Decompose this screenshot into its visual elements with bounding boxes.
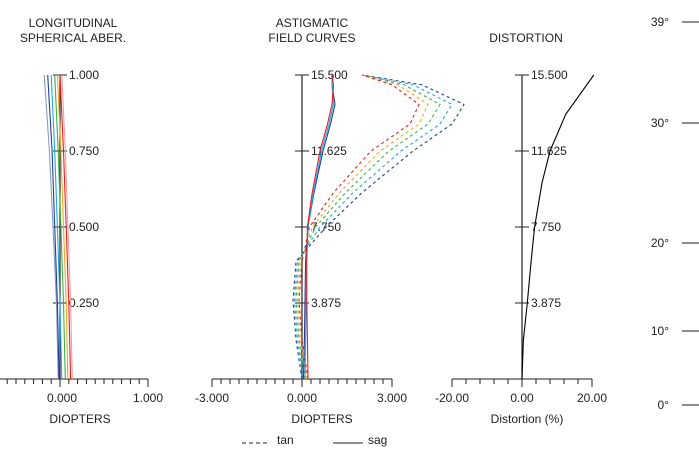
- astig-y-tick-label: 15.500: [311, 68, 348, 82]
- lsa-y-tick-label: 0.500: [69, 220, 99, 234]
- astig-x-tick-label: -3.000: [195, 391, 229, 405]
- lsa-x-tick-label: 1.000: [133, 391, 163, 405]
- astig-x-tick-label: 0.000: [287, 391, 317, 405]
- lsa-xlabel: DIOPTERS: [49, 412, 110, 426]
- lsa-series-1: [47, 74, 60, 380]
- lsa-y-tick-label: 0.250: [69, 296, 99, 310]
- distortion-y-tick-label: 7.750: [531, 220, 561, 234]
- lsa-series-4: [56, 74, 69, 380]
- astig-series-tan-4: [298, 74, 420, 380]
- legend-sag-label: sag: [368, 433, 387, 447]
- legend: tan sag: [242, 433, 387, 447]
- lsa-y-tick-label: 1.000: [69, 68, 99, 82]
- lsa-series-0: [43, 74, 59, 380]
- field-angle-label: 10°: [651, 324, 669, 338]
- astig-x-tick-label: 3.000: [377, 391, 407, 405]
- lsa-series-5: [59, 74, 72, 380]
- distortion-y-tick-label: 3.875: [531, 296, 561, 310]
- distortion-x-tick-label: -20.00: [435, 391, 469, 405]
- distortion-xlabel: Distortion (%): [491, 412, 564, 426]
- field-angle-label: 39°: [651, 15, 669, 29]
- lsa-series-3: [54, 74, 66, 380]
- distortion-title: DISTORTION: [489, 31, 563, 45]
- lsa-series-6: [61, 74, 73, 380]
- lsa-x-tick-label: 0.000: [47, 391, 77, 405]
- field-angle-label: 30°: [651, 116, 669, 130]
- distortion-y-tick-label: 15.500: [531, 68, 568, 82]
- field-angle-label: 20°: [651, 236, 669, 250]
- astig-series-tan-1: [293, 74, 453, 380]
- lsa-y-tick-label: 0.750: [69, 144, 99, 158]
- astig-series-sag-5: [302, 75, 336, 380]
- astig-series-tan-3: [296, 74, 429, 380]
- astig-y-tick-label: 3.875: [311, 296, 341, 310]
- astig-xlabel: DIOPTERS: [291, 412, 352, 426]
- distortion-y-tick-label: 11.625: [531, 144, 567, 158]
- astig-series-sag-7: [306, 74, 335, 380]
- distortion-x-tick-label: 20.00: [577, 391, 607, 405]
- lsa-series-2: [50, 74, 63, 380]
- astig-title-line1: ASTIGMATIC: [276, 16, 349, 30]
- lsa-title-line2: SPHERICAL ABER.: [20, 31, 126, 45]
- legend-tan-label: tan: [277, 433, 294, 447]
- distortion-series-0: [521, 74, 595, 380]
- lsa-title-line1: LONGITUDINAL: [29, 16, 118, 30]
- astig-title-line2: FIELD CURVES: [268, 31, 355, 45]
- astig-y-tick-label: 11.625: [311, 144, 347, 158]
- distortion-x-tick-label: 0.00: [510, 391, 534, 405]
- field-angle-label: 0°: [658, 398, 670, 412]
